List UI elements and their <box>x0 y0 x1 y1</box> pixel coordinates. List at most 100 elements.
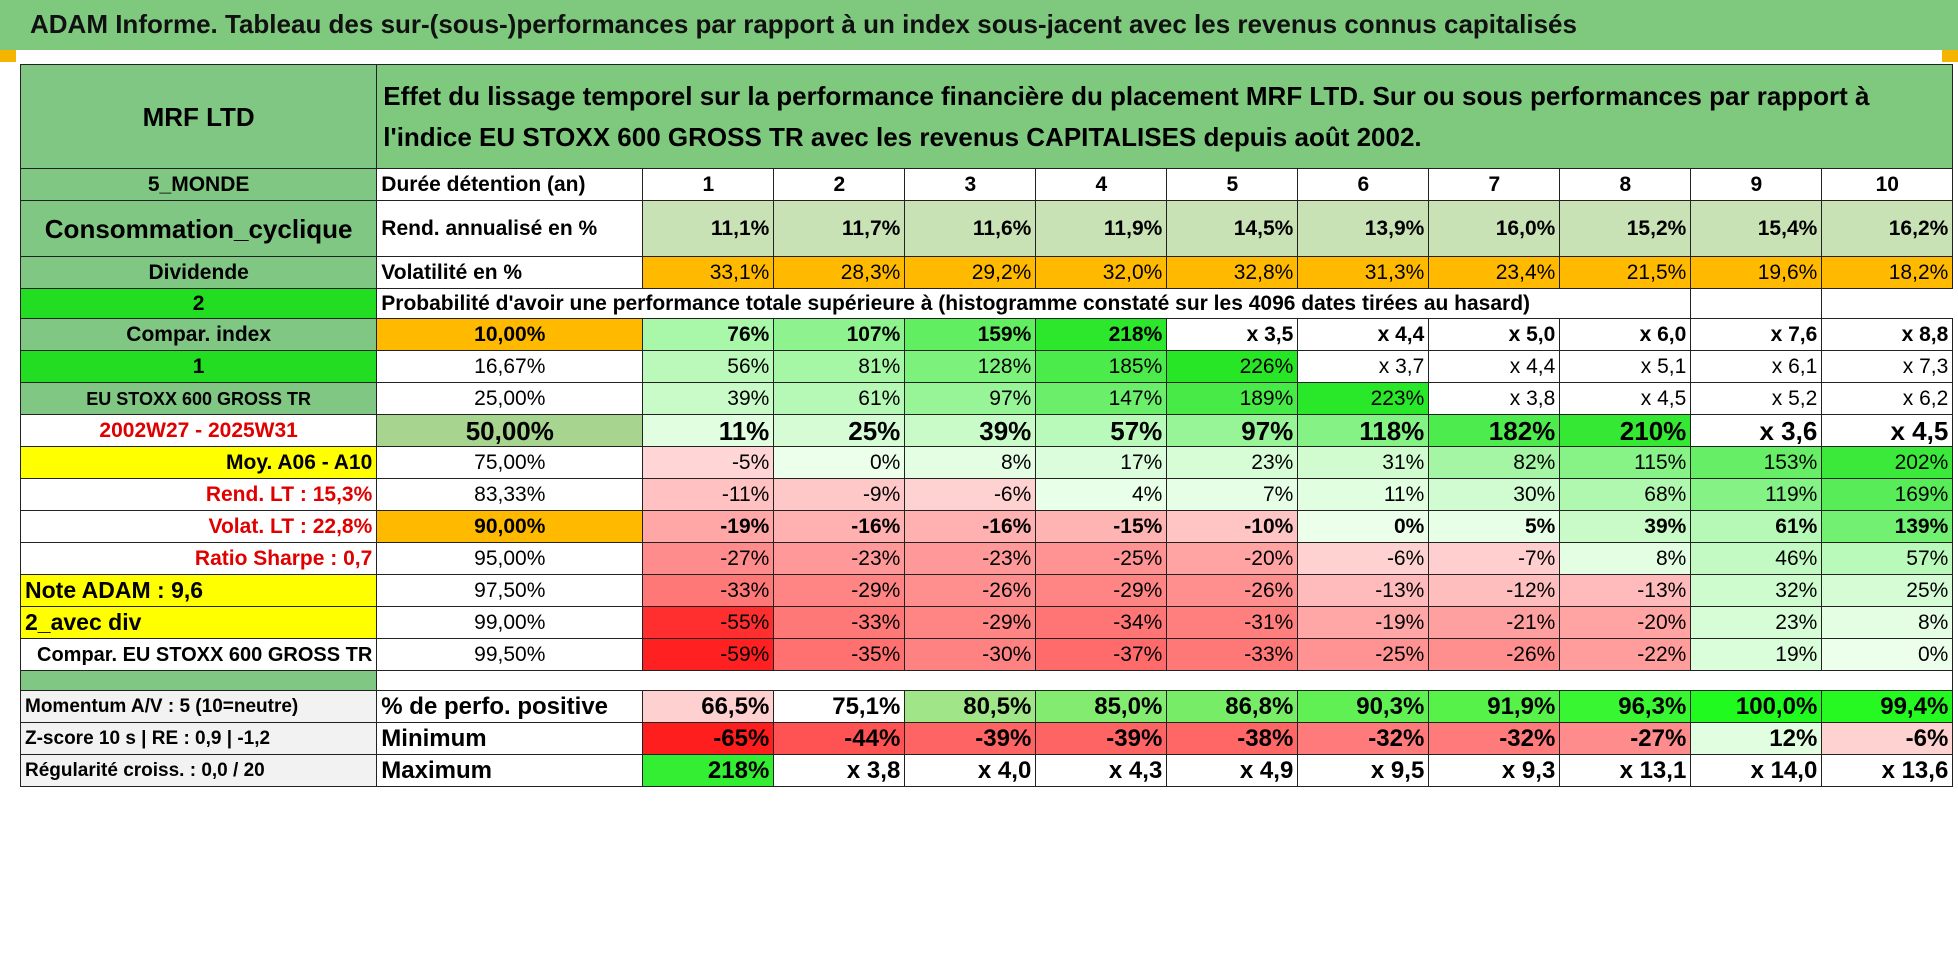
bottom-value: -32% <box>1297 722 1430 755</box>
quantile-label: 10,00% <box>376 318 644 351</box>
perf-value: -33% <box>1166 638 1299 671</box>
vol-value: 33,1% <box>642 256 775 289</box>
perf-value: -11% <box>642 478 775 511</box>
table-row: MRF LTD Effet du lissage temporel sur la … <box>19 64 1954 169</box>
bottom-value: x 13,1 <box>1559 754 1692 787</box>
perf-value: x 3,6 <box>1690 414 1823 447</box>
corner-marker-left <box>0 50 16 62</box>
perf-value: -16% <box>904 510 1037 543</box>
perf-value: -13% <box>1559 574 1692 607</box>
perf-value: -33% <box>773 606 906 639</box>
perf-value: 5% <box>1428 510 1561 543</box>
region-label: 5_MONDE <box>19 168 378 201</box>
bottom-value: x 9,3 <box>1428 754 1561 787</box>
perf-value: 189% <box>1166 382 1299 415</box>
perf-value: 147% <box>1035 382 1168 415</box>
table-row: Compar. index 10,00% 76% 107% 159% 218% x 3,5 x… <box>19 318 1954 351</box>
perf-value: -34% <box>1035 606 1168 639</box>
perf-value: 8% <box>1559 542 1692 575</box>
duration-col: 6 <box>1297 168 1430 201</box>
left-label: Compar. EU STOXX 600 GROSS TR <box>19 638 378 671</box>
bottom-value: 12% <box>1690 722 1823 755</box>
left-label: Volat. LT : 22,8% <box>19 510 378 543</box>
table-row: Rend. LT : 15,3% 83,33% -11% -9% -6% 4% 7% 11% 3… <box>19 478 1954 511</box>
perf-value: 57% <box>1035 414 1168 447</box>
bottom-value: 75,1% <box>773 690 906 723</box>
table-row: Ratio Sharpe : 0,7 95,00% -27% -23% -23% -25%… <box>19 542 1954 575</box>
perf-value: -25% <box>1035 542 1168 575</box>
perf-value: -7% <box>1428 542 1561 575</box>
durations-label: Durée détention (an) <box>376 168 644 201</box>
perf-value: 25% <box>1821 574 1954 607</box>
table-row: 1 16,67% 56% 81% 128% 185% 226% x 3,7 x 4,4 x 5,1… <box>19 350 1954 383</box>
rend-value: 16,0% <box>1428 200 1561 257</box>
perf-value: 0% <box>1821 638 1954 671</box>
perf-value: -26% <box>1166 574 1299 607</box>
perf-value: 76% <box>642 318 775 351</box>
bottom-value: 66,5% <box>642 690 775 723</box>
perf-value: 61% <box>773 382 906 415</box>
bottom-value: -38% <box>1166 722 1299 755</box>
perf-value: -16% <box>773 510 906 543</box>
blank-cell <box>1690 288 1823 319</box>
table-row: Régularité croiss. : 0,0 / 20 Maximum 218%… <box>19 754 1954 787</box>
perf-value: 23% <box>1166 446 1299 479</box>
quantile-label: 25,00% <box>376 382 644 415</box>
quantile-label: 83,33% <box>376 478 644 511</box>
corner-marker-right <box>1942 50 1958 62</box>
perf-value: 25% <box>773 414 906 447</box>
spacer-left <box>19 670 378 691</box>
bottom-value: -27% <box>1559 722 1692 755</box>
perf-value: 68% <box>1559 478 1692 511</box>
fund-name: MRF LTD <box>19 64 378 169</box>
bottom-value: x 9,5 <box>1297 754 1430 787</box>
perf-value: 115% <box>1559 446 1692 479</box>
selector-2: 2 <box>19 288 378 319</box>
quantile-label: 95,00% <box>376 542 644 575</box>
perf-value: -55% <box>642 606 775 639</box>
prob-header: Probabilité d'avoir une performance tota… <box>376 288 1692 319</box>
perf-value: 4% <box>1035 478 1168 511</box>
perf-value: -6% <box>1297 542 1430 575</box>
perf-value: 46% <box>1690 542 1823 575</box>
left-label: 2_avec div <box>19 606 378 639</box>
perf-value: x 5,0 <box>1428 318 1561 351</box>
perf-value: 226% <box>1166 350 1299 383</box>
perf-value: -59% <box>642 638 775 671</box>
table-row: Moy. A06 - A10 75,00% -5% 0% 8% 17% 23% 31% 82% 1… <box>19 446 1954 479</box>
bottom-value: x 3,8 <box>773 754 906 787</box>
perf-value: 32% <box>1690 574 1823 607</box>
perf-value: 39% <box>642 382 775 415</box>
quantile-label: 50,00% <box>376 414 644 447</box>
perf-value: -20% <box>1166 542 1299 575</box>
perf-value: -35% <box>773 638 906 671</box>
perf-value: -20% <box>1559 606 1692 639</box>
bottom-row-label: % de perfo. positive <box>376 690 644 723</box>
left-label: Compar. index <box>19 318 378 351</box>
table-row: 2 Probabilité d'avoir une performance tot… <box>19 288 1953 319</box>
perf-value: 19% <box>1690 638 1823 671</box>
bottom-value: 96,3% <box>1559 690 1692 723</box>
perf-value: -19% <box>1297 606 1430 639</box>
perf-value: -31% <box>1166 606 1299 639</box>
spacer-right <box>376 670 1954 691</box>
perf-value: 57% <box>1821 542 1954 575</box>
perf-value: -10% <box>1166 510 1299 543</box>
bottom-value: -39% <box>904 722 1037 755</box>
table-row: 5_MONDE Durée détention (an) 1 2 3 4 5 6 7 8 9 10 <box>19 168 1954 201</box>
table-row: Compar. EU STOXX 600 GROSS TR 99,50% -59% -… <box>19 638 1954 671</box>
duration-col: 9 <box>1690 168 1823 201</box>
perf-value: -26% <box>904 574 1037 607</box>
perf-value: 118% <box>1297 414 1430 447</box>
duration-col: 10 <box>1821 168 1954 201</box>
quantile-label: 99,00% <box>376 606 644 639</box>
rend-value: 13,9% <box>1297 200 1430 257</box>
vol-value: 18,2% <box>1821 256 1954 289</box>
perf-value: 97% <box>904 382 1037 415</box>
perf-value: -6% <box>904 478 1037 511</box>
perf-value: x 7,3 <box>1821 350 1954 383</box>
left-label: Rend. LT : 15,3% <box>19 478 378 511</box>
duration-col: 4 <box>1035 168 1168 201</box>
rend-value: 11,6% <box>904 200 1037 257</box>
